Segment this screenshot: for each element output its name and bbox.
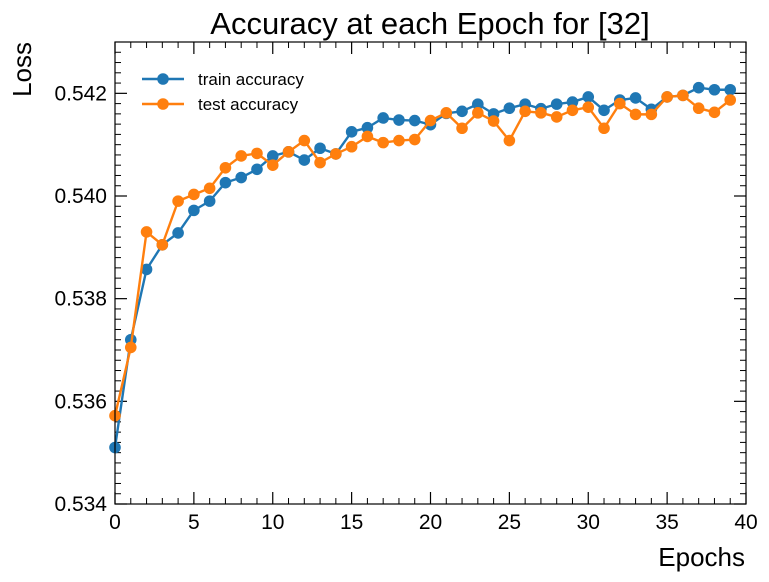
data-point: [330, 148, 342, 160]
x-tick-label: 25: [498, 511, 521, 534]
series-line: [113, 86, 731, 448]
y-tick-label: 0.534: [54, 493, 107, 516]
legend-item: train accuracy: [142, 70, 304, 89]
x-tick-label: 20: [419, 511, 442, 534]
data-point: [424, 114, 437, 127]
data-point: [393, 134, 405, 147]
data-point: [282, 146, 295, 158]
data-point: [550, 98, 563, 110]
data-point: [345, 140, 358, 153]
data-point: [456, 122, 468, 135]
data-point: [708, 83, 721, 96]
data-point: [298, 134, 311, 147]
data-point: [235, 150, 247, 162]
data-point: [314, 142, 326, 155]
data-point: [692, 102, 705, 115]
x-tick-label: 10: [261, 511, 284, 534]
data-point: [629, 108, 642, 121]
legend-marker: [157, 73, 169, 85]
data-point: [377, 112, 389, 124]
series-train-accuracy: [109, 81, 737, 454]
series-layer: [109, 81, 737, 454]
data-point: [708, 106, 721, 119]
chart-title: Accuracy at each Epoch for [32]: [210, 6, 649, 41]
data-point: [408, 114, 421, 127]
data-point: [266, 150, 279, 162]
series-test-accuracy: [109, 89, 737, 422]
data-point: [535, 107, 547, 119]
x-tick-label: 40: [734, 511, 757, 534]
data-point: [487, 115, 500, 127]
data-point: [408, 133, 421, 146]
data-point: [393, 114, 405, 126]
data-point: [172, 195, 184, 207]
data-point: [188, 204, 200, 217]
y-tick-label: 0.540: [54, 185, 107, 208]
legend-marker: [157, 98, 169, 110]
data-point: [566, 96, 579, 108]
data-point: [503, 134, 516, 147]
plot-frame: [114, 41, 747, 505]
series-line: [113, 94, 731, 416]
data-point: [661, 91, 673, 103]
data-point: [550, 111, 563, 123]
data-point: [219, 176, 232, 189]
data-point: [361, 121, 374, 134]
data-point: [203, 182, 216, 195]
data-point: [598, 104, 610, 117]
data-point: [188, 188, 200, 201]
x-tick-label: 35: [655, 511, 678, 534]
data-point: [203, 195, 216, 207]
data-point: [266, 159, 279, 171]
x-tick-label: 30: [577, 511, 600, 534]
data-point: [314, 156, 326, 169]
legend-label: test accuracy: [198, 95, 299, 114]
data-point: [582, 91, 595, 103]
data-point: [140, 263, 153, 276]
data-point: [298, 154, 311, 166]
data-point: [140, 226, 153, 238]
data-point: [172, 227, 184, 239]
data-point: [692, 81, 705, 94]
x-tick-label: 15: [340, 511, 363, 534]
data-point: [645, 108, 658, 121]
data-point: [598, 122, 610, 135]
y-tick-label: 0.542: [54, 82, 107, 105]
data-point: [219, 161, 232, 174]
data-point: [251, 163, 263, 176]
legend: train accuracy test accuracy: [142, 70, 304, 114]
data-point: [251, 147, 263, 160]
data-point: [614, 97, 626, 110]
data-point: [377, 136, 389, 149]
legend-label: train accuracy: [198, 70, 304, 89]
data-point: [629, 92, 642, 104]
data-point: [472, 98, 484, 110]
data-point: [456, 105, 468, 118]
legend-item: test accuracy: [142, 95, 299, 114]
y-axis-label: Loss: [7, 42, 37, 97]
data-point: [677, 89, 689, 102]
data-point: [440, 107, 453, 119]
data-point: [724, 94, 737, 106]
x-axis-label: Epochs: [658, 542, 745, 572]
y-tick-label: 0.538: [54, 288, 107, 311]
data-point: [472, 107, 484, 119]
data-point: [519, 105, 531, 118]
data-point: [566, 104, 579, 117]
data-point: [156, 238, 169, 251]
data-point: [124, 341, 137, 354]
data-point: [724, 83, 737, 96]
y-tick-label: 0.536: [54, 390, 107, 413]
axis-ticks: 0 5 10 15 20 25 30 35 40 0.534 0.536 0.538 0.540 0.54…: [54, 41, 758, 534]
data-point: [361, 130, 374, 143]
x-tick-label: 5: [188, 511, 200, 534]
data-point: [345, 126, 358, 138]
data-point: [235, 171, 247, 184]
data-point: [582, 101, 595, 113]
data-point: [503, 102, 516, 115]
x-tick-label: 0: [109, 511, 121, 534]
